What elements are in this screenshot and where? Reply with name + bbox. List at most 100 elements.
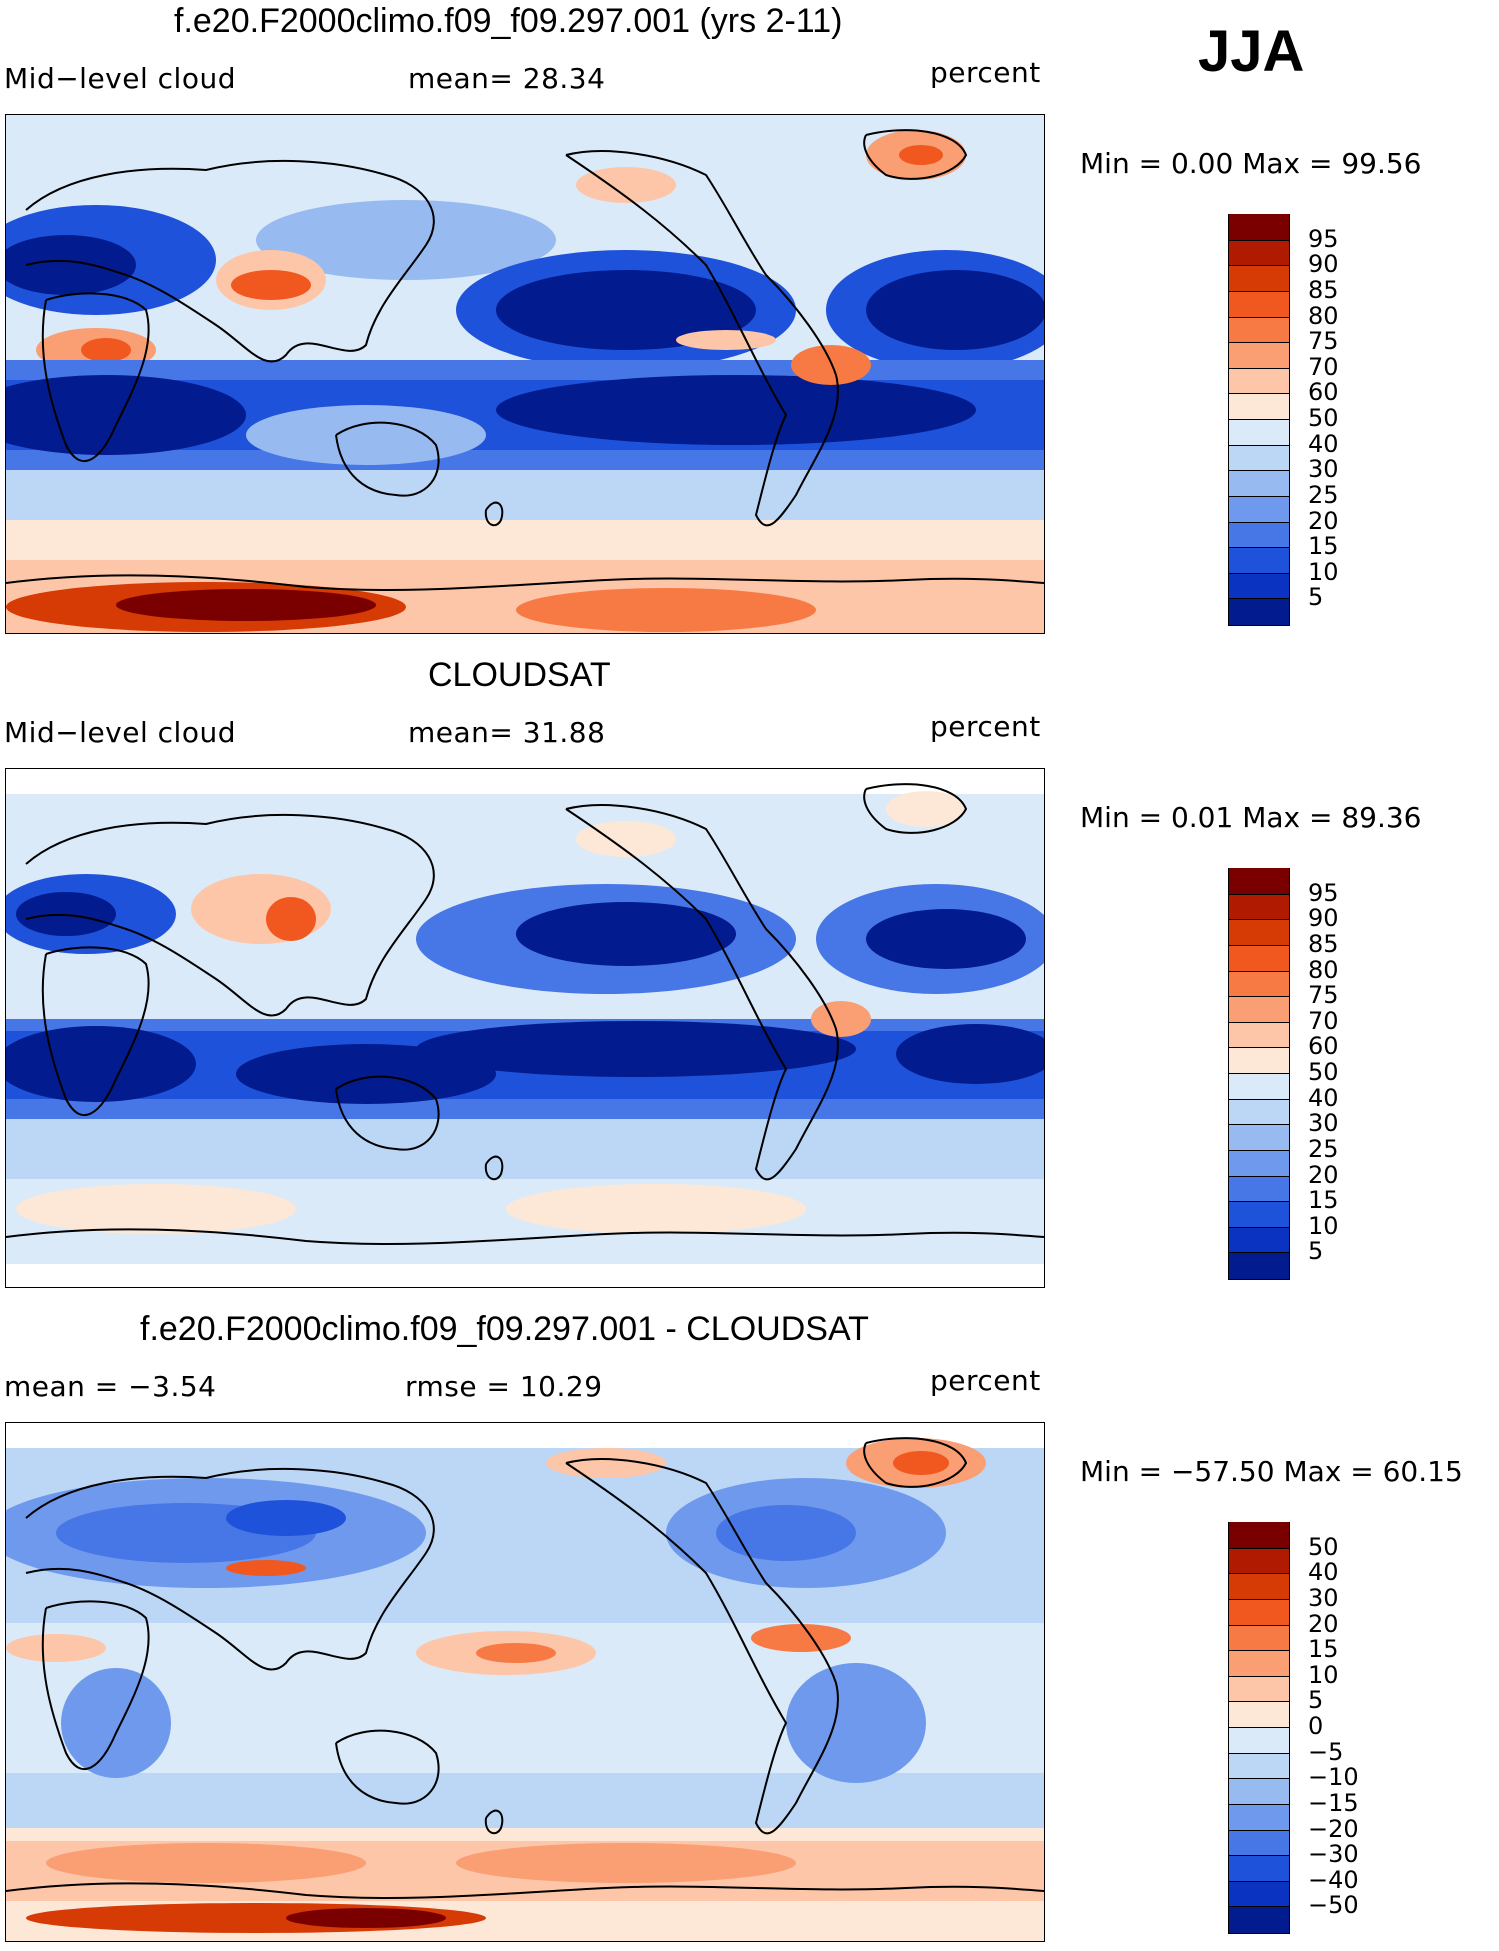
colorbar-swatch bbox=[1229, 419, 1289, 446]
colorbar-swatch bbox=[1229, 1650, 1289, 1677]
panel2-map bbox=[5, 768, 1045, 1288]
panel3-rmse-label: rmse = 10.29 bbox=[405, 1370, 603, 1403]
colorbar-swatch bbox=[1229, 470, 1289, 497]
colorbar-tick-label: 60 bbox=[1308, 378, 1339, 407]
colorbar-tick-label: 5 bbox=[1308, 1237, 1324, 1266]
colorbar-swatch bbox=[1229, 444, 1289, 471]
colorbar-tick-label: 50 bbox=[1308, 1532, 1339, 1561]
colorbar-swatch bbox=[1229, 393, 1289, 420]
colorbar-tick-label: 20 bbox=[1308, 1160, 1339, 1189]
colorbar-tick-label: −20 bbox=[1308, 1814, 1359, 1843]
panel2-mean-label: mean= 31.88 bbox=[408, 716, 606, 749]
colorbar-tick-label: 85 bbox=[1308, 275, 1339, 304]
colorbar-tick-label: −5 bbox=[1308, 1737, 1344, 1766]
colorbar-swatch bbox=[1229, 1803, 1289, 1830]
season-label: JJA bbox=[1198, 19, 1305, 84]
colorbar-swatch bbox=[1229, 1778, 1289, 1805]
colorbar-swatch bbox=[1229, 1906, 1289, 1933]
colorbar-swatch bbox=[1229, 1675, 1289, 1702]
colorbar-swatch bbox=[1229, 265, 1289, 292]
colorbar-tick-label: 40 bbox=[1308, 1083, 1339, 1112]
colorbar-tick-label: 0 bbox=[1308, 1712, 1324, 1740]
panel1-variable-label: Mid−level cloud bbox=[4, 62, 236, 95]
colorbar-swatch bbox=[1229, 1522, 1289, 1549]
colorbar-swatch bbox=[1229, 1880, 1289, 1907]
colorbar-tick-label: 10 bbox=[1308, 1660, 1339, 1689]
colorbar-swatch bbox=[1229, 1175, 1289, 1202]
colorbar-tick-label: 30 bbox=[1308, 455, 1339, 484]
colorbar-swatch bbox=[1229, 572, 1289, 599]
colorbar-tick-label: 40 bbox=[1308, 429, 1339, 458]
panel3-map bbox=[5, 1422, 1045, 1942]
colorbar-tick-label: 20 bbox=[1308, 1609, 1339, 1638]
colorbar-tick-label: −15 bbox=[1308, 1788, 1359, 1817]
colorbar-swatch bbox=[1229, 1752, 1289, 1779]
colorbar-swatch bbox=[1229, 1855, 1289, 1882]
colorbar-tick-label: −50 bbox=[1308, 1891, 1359, 1920]
colorbar-tick-label: 10 bbox=[1308, 557, 1339, 586]
colorbar-tick-label: 25 bbox=[1308, 1134, 1339, 1163]
colorbar-swatch bbox=[1229, 1098, 1289, 1125]
panel1-units-label: percent bbox=[930, 56, 1041, 89]
colorbar-swatch bbox=[1229, 970, 1289, 997]
colorbar-swatch bbox=[1229, 1573, 1289, 1600]
colorbar-tick-label: 90 bbox=[1308, 904, 1339, 933]
colorbar-tick-label: 15 bbox=[1308, 1635, 1339, 1664]
colorbar-swatch bbox=[1229, 944, 1289, 971]
colorbar-swatch bbox=[1229, 1598, 1289, 1625]
colorbar-swatch bbox=[1229, 1624, 1289, 1651]
panel1-title: f.e20.F2000climo.f09_f09.297.001 (yrs 2-… bbox=[174, 2, 843, 40]
colorbar-tick-label: 50 bbox=[1308, 404, 1339, 432]
colorbar-tick-label: 15 bbox=[1308, 1186, 1339, 1215]
colorbar-swatch bbox=[1229, 1252, 1289, 1279]
colorbar-tick-label: 30 bbox=[1308, 1109, 1339, 1138]
panel3-units-label: percent bbox=[930, 1364, 1041, 1397]
colorbar-tick-label: 70 bbox=[1308, 1006, 1339, 1035]
colorbar-tick-label: 10 bbox=[1308, 1211, 1339, 1240]
colorbar-tick-label: 85 bbox=[1308, 929, 1339, 958]
colorbar-swatch bbox=[1229, 868, 1289, 895]
colorbar-tick-label: 75 bbox=[1308, 327, 1339, 356]
colorbar-swatch bbox=[1229, 1201, 1289, 1228]
colorbar-tick-label: 15 bbox=[1308, 532, 1339, 561]
colorbar-swatch bbox=[1229, 1047, 1289, 1074]
panel1-contour-map bbox=[6, 115, 1044, 633]
panel2-contour-map bbox=[6, 769, 1044, 1287]
colorbar-tick-label: 70 bbox=[1308, 352, 1339, 381]
colorbar-swatch bbox=[1229, 495, 1289, 522]
colorbar-tick-label: −30 bbox=[1308, 1840, 1359, 1869]
colorbar-tick-label: 20 bbox=[1308, 506, 1339, 535]
panel3-min-max: Min = −57.50 Max = 60.15 bbox=[1080, 1455, 1463, 1488]
panel1-map bbox=[5, 114, 1045, 634]
colorbar-tick-label: 25 bbox=[1308, 480, 1339, 509]
colorbar-swatch bbox=[1229, 290, 1289, 317]
colorbar-tick-label: 80 bbox=[1308, 955, 1339, 984]
panel3-mean-label: mean = −3.54 bbox=[4, 1370, 217, 1403]
panel2-min-max: Min = 0.01 Max = 89.36 bbox=[1080, 801, 1422, 834]
panel2-title: CLOUDSAT bbox=[428, 656, 611, 694]
colorbar-swatch bbox=[1229, 1124, 1289, 1151]
colorbar-tick-label: 95 bbox=[1308, 878, 1339, 907]
colorbar-swatch bbox=[1229, 1021, 1289, 1048]
colorbar-tick-label: −10 bbox=[1308, 1763, 1359, 1792]
colorbar-swatch bbox=[1229, 893, 1289, 920]
colorbar-tick-label: 5 bbox=[1308, 1686, 1324, 1715]
colorbar-swatch bbox=[1229, 1727, 1289, 1754]
colorbar-swatch bbox=[1229, 367, 1289, 394]
colorbar-swatch bbox=[1229, 1829, 1289, 1856]
colorbar-tick-label: 95 bbox=[1308, 224, 1339, 253]
colorbar-tick-label: −40 bbox=[1308, 1865, 1359, 1894]
colorbar-tick-label: 40 bbox=[1308, 1558, 1339, 1587]
panel2-units-label: percent bbox=[930, 710, 1041, 743]
colorbar-swatch bbox=[1229, 239, 1289, 266]
panel2-variable-label: Mid−level cloud bbox=[4, 716, 236, 749]
colorbar-swatch bbox=[1229, 996, 1289, 1023]
colorbar-swatch bbox=[1229, 919, 1289, 946]
panel3-title: f.e20.F2000climo.f09_f09.297.001 - CLOUD… bbox=[140, 1310, 869, 1348]
colorbar-tick-label: 90 bbox=[1308, 250, 1339, 279]
colorbar-swatch bbox=[1229, 521, 1289, 548]
colorbar-swatch bbox=[1229, 1226, 1289, 1253]
colorbar-swatch bbox=[1229, 214, 1289, 241]
colorbar-swatch bbox=[1229, 316, 1289, 343]
colorbar-swatch bbox=[1229, 547, 1289, 574]
